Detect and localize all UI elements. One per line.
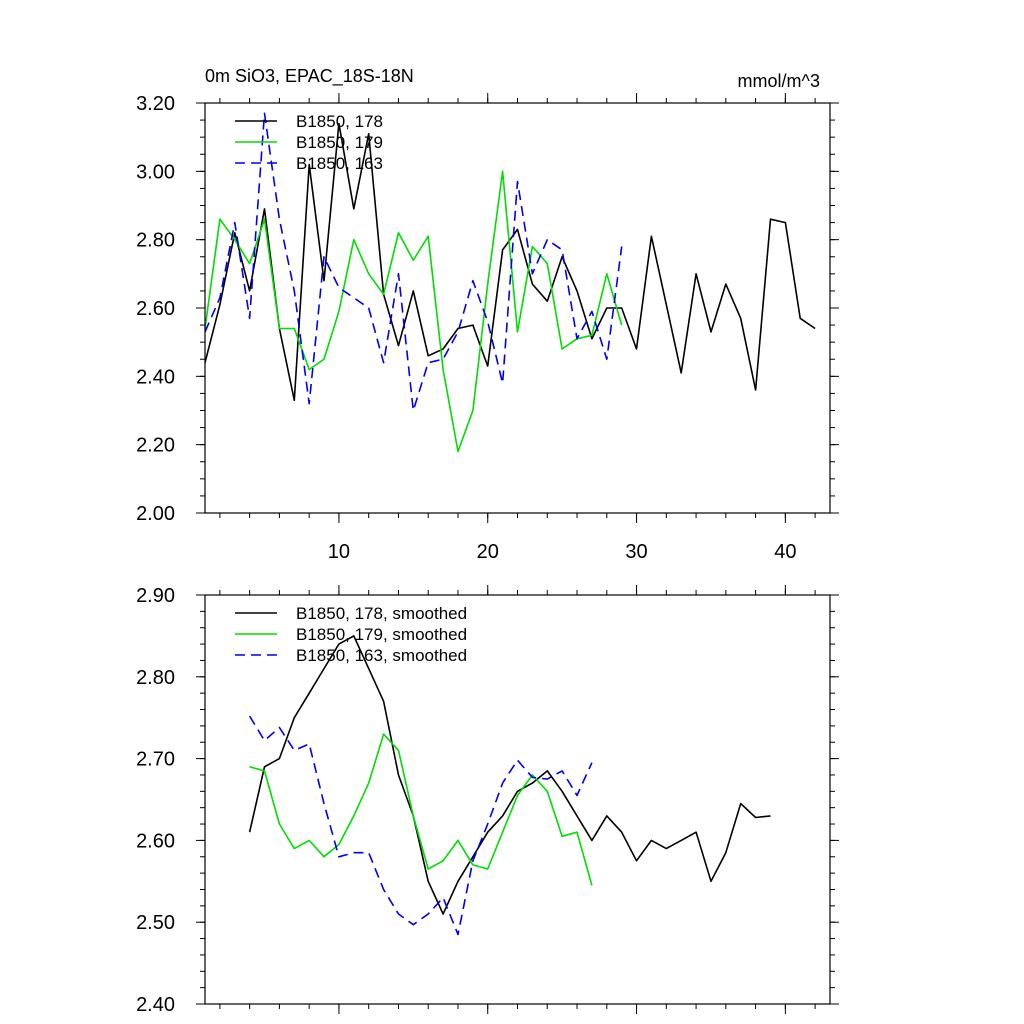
panel-raw: 0m SiO3, EPAC_18S-18N mmol/m^3 2.002.202… — [136, 66, 839, 563]
y-tick-label: 2.70 — [136, 749, 175, 771]
y-tick-label: 3.20 — [136, 93, 175, 115]
chart-title: 0m SiO3, EPAC_18S-18N — [205, 66, 414, 87]
series-line-3 — [204, 112, 623, 412]
tick-labels-raw: 2.00 2.20 2.40 2.60 2.80 3.00 3.20 10 20 30 40 — [136, 93, 796, 563]
panel-smoothed: 2.40 2.50 2.60 2.70 2.80 2.90 B1850, 178, smo… — [136, 585, 839, 1016]
legend-label-2: B1850, 179, smoothed — [296, 625, 467, 644]
series-line-3 — [248, 715, 593, 936]
legend-smoothed: B1850, 178, smoothed B1850, 179, smoothed… — [235, 604, 467, 665]
series-line-1 — [248, 635, 771, 915]
tick-labels-smoothed: 2.40 2.50 2.60 2.70 2.80 2.90 — [136, 585, 175, 1016]
x-tick-label: 40 — [774, 541, 796, 563]
axis-ticks-raw — [196, 93, 839, 523]
data-lines-smoothed — [248, 635, 771, 936]
series-line-2 — [249, 733, 593, 886]
y-tick-label: 2.80 — [136, 230, 175, 252]
y-tick-label: 2.40 — [136, 366, 175, 388]
legend-label-3: B1850, 163, smoothed — [296, 646, 467, 665]
series-line-1 — [204, 122, 816, 402]
legend-label-1: B1850, 178, smoothed — [296, 604, 467, 623]
y-tick-label: 2.60 — [136, 830, 175, 852]
legend-label-1: B1850, 178 — [296, 112, 383, 131]
x-tick-label: 10 — [328, 541, 350, 563]
plot-frame-smoothed — [204, 594, 831, 1005]
x-tick-label: 20 — [477, 541, 499, 563]
axis-ticks-smoothed — [196, 585, 839, 1014]
y-tick-label: 2.00 — [136, 503, 175, 525]
y-tick-label: 2.50 — [136, 912, 175, 934]
legend-raw: B1850, 178 B1850, 179 B1850, 163 — [235, 112, 383, 173]
x-tick-label: 30 — [625, 541, 647, 563]
y-tick-label: 2.40 — [136, 994, 175, 1016]
y-tick-label: 3.00 — [136, 161, 175, 183]
units-label: mmol/m^3 — [738, 71, 820, 91]
y-tick-label: 2.20 — [136, 435, 175, 457]
y-tick-label: 2.60 — [136, 298, 175, 320]
series-line-2 — [204, 170, 623, 453]
legend-label-2: B1850, 179 — [296, 133, 383, 152]
y-tick-label: 2.90 — [136, 585, 175, 607]
y-tick-label: 2.80 — [136, 667, 175, 689]
legend-label-3: B1850, 163 — [296, 154, 383, 173]
data-lines-raw — [204, 112, 816, 453]
plot-frame-raw — [204, 102, 831, 514]
